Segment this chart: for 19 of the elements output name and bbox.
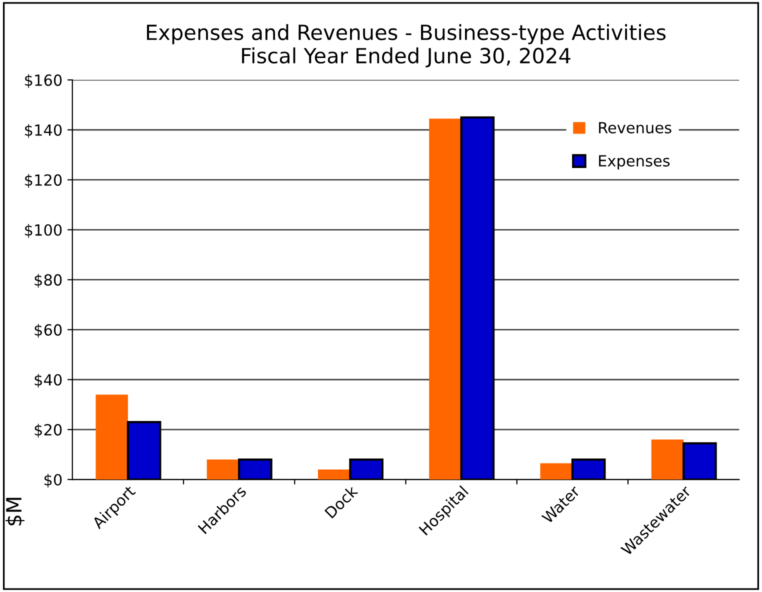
y-axis-title: $M [6,498,24,526]
y-tick-label: $160 [25,74,62,88]
y-tick-label: $80 [34,274,62,288]
y-tick-label: $40 [34,374,62,388]
bar [651,440,684,480]
y-tick-label: $60 [34,324,62,338]
legend-label: Revenues [599,122,672,134]
bar [96,394,128,480]
y-tick-label: $120 [25,174,62,188]
y-tick-label: $140 [25,124,62,138]
y-tick-label: $100 [25,224,62,238]
bar [206,460,240,480]
chart-title: Expenses and Revenues - Business-type Activities Fiscal Year Ended June 30, 2024 [146,24,666,68]
bar [429,118,462,480]
y-tick-label: $0 [44,474,62,488]
bar [318,470,350,480]
bar [540,463,572,480]
y-tick-label: $20 [34,424,62,438]
legend-label: Expenses [599,155,670,170]
